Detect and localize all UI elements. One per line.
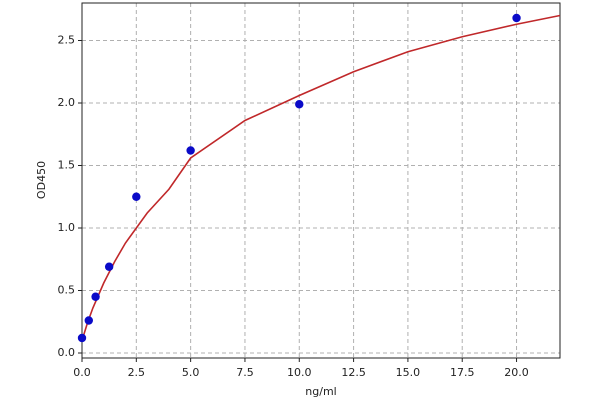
x-tick-label: 7.5 (236, 366, 254, 379)
x-tick-label: 12.5 (341, 366, 366, 379)
x-tick-label: 20.0 (504, 366, 529, 379)
y-tick-label: 2.0 (58, 96, 76, 109)
data-point (132, 192, 141, 201)
x-axis-label: ng/ml (305, 385, 336, 398)
x-tick-label: 5.0 (182, 366, 200, 379)
plot-frame (81, 2, 561, 359)
data-point (295, 100, 304, 109)
x-tick-label: 2.5 (128, 366, 146, 379)
y-tick-label: 2.5 (58, 34, 76, 47)
y-axis-label: OD450 (35, 161, 48, 199)
data-point (104, 262, 114, 271)
y-tick-label: 0.0 (58, 346, 76, 359)
y-tick-label: 1.0 (58, 221, 76, 234)
data-point (91, 292, 100, 301)
x-tick-label: 10.0 (287, 366, 312, 379)
data-point (77, 333, 87, 343)
x-tick-label: 17.5 (450, 366, 475, 379)
plot-area (82, 3, 560, 358)
x-tick-label: 15.0 (396, 366, 421, 379)
data-point (186, 146, 195, 155)
data-point (84, 316, 93, 325)
data-point (512, 13, 521, 23)
y-tick-label: 0.5 (58, 284, 76, 297)
y-tick-label: 1.5 (58, 159, 76, 172)
x-tick-label: 0.0 (73, 366, 91, 379)
